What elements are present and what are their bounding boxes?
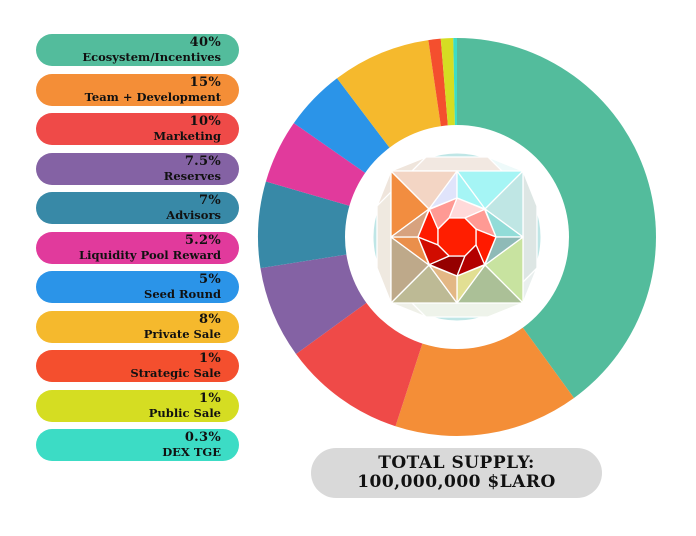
gem-facet bbox=[390, 170, 458, 210]
legend-item: 8% Private Sale bbox=[36, 310, 239, 343]
legend-label: Advisors bbox=[166, 208, 221, 222]
legend-item: 10% Marketing bbox=[36, 113, 239, 145]
total-supply-value: 100,000,000 $LARO bbox=[357, 472, 556, 492]
gem-table bbox=[437, 217, 477, 257]
legend-percent: 7.5% bbox=[184, 153, 221, 169]
legend-percent: 7% bbox=[199, 193, 221, 208]
legend-label: Ecosystem/Incentives bbox=[82, 50, 221, 64]
legend-percent: 1% bbox=[199, 351, 221, 366]
legend-label: Marketing bbox=[153, 129, 221, 143]
total-supply-badge: TOTAL SUPPLY: 100,000,000 $LARO bbox=[311, 448, 602, 498]
total-supply-label: TOTAL SUPPLY: bbox=[378, 453, 535, 473]
legend-percent: 15% bbox=[189, 74, 221, 90]
legend-label: Liquidity Pool Reward bbox=[78, 247, 221, 262]
gem-logo-icon bbox=[373, 153, 541, 321]
legend-item: 0.3% DEX TGE bbox=[36, 429, 239, 461]
legend-percent: 10% bbox=[189, 114, 221, 129]
legend-percent: 0.3% bbox=[184, 430, 221, 445]
legend-item: 40% Ecosystem/Incentives bbox=[36, 34, 239, 66]
legend-percent: 8% bbox=[199, 311, 221, 327]
legend-label: Strategic Sale bbox=[130, 366, 221, 380]
legend-item: 7.5% Reserves bbox=[36, 152, 239, 185]
legend-item: 15% Team + Development bbox=[36, 73, 239, 106]
legend-item: 1% Strategic Sale bbox=[36, 350, 239, 382]
legend-label: Reserves bbox=[163, 168, 221, 183]
legend-label: DEX TGE bbox=[162, 445, 221, 459]
legend-label: Seed Round bbox=[144, 287, 221, 301]
legend-label: Team + Development bbox=[84, 89, 221, 104]
legend-percent: 40% bbox=[189, 35, 221, 50]
legend-percent: 1% bbox=[199, 390, 221, 406]
legend-label: Public Sale bbox=[148, 405, 221, 420]
legend-item: 1% Public Sale bbox=[36, 389, 239, 422]
legend-percent: 5.2% bbox=[184, 232, 221, 248]
legend-percent: 5% bbox=[199, 272, 221, 287]
legend-item: 5.2% Liquidity Pool Reward bbox=[36, 231, 239, 264]
legend-item: 5% Seed Round bbox=[36, 271, 239, 303]
legend-label: Private Sale bbox=[143, 326, 221, 341]
legend-item: 7% Advisors bbox=[36, 192, 239, 224]
